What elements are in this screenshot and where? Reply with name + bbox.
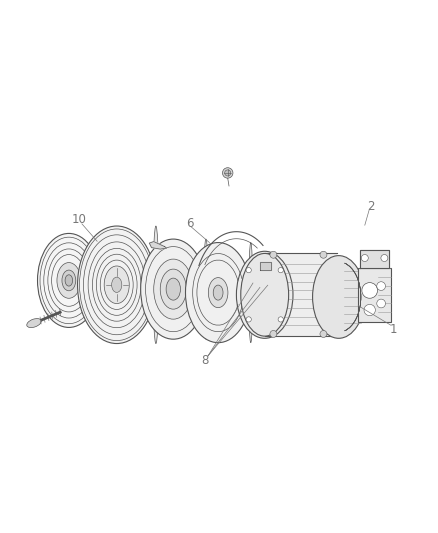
Circle shape	[361, 255, 368, 262]
Ellipse shape	[270, 279, 281, 297]
Ellipse shape	[313, 256, 365, 338]
Ellipse shape	[208, 278, 228, 308]
Ellipse shape	[154, 259, 193, 319]
Ellipse shape	[62, 270, 76, 291]
Ellipse shape	[204, 239, 208, 339]
Circle shape	[362, 282, 378, 298]
Circle shape	[246, 317, 251, 322]
Circle shape	[225, 170, 231, 176]
Polygon shape	[360, 250, 389, 268]
Ellipse shape	[249, 281, 257, 293]
Ellipse shape	[38, 233, 100, 327]
Ellipse shape	[241, 254, 289, 336]
Ellipse shape	[272, 284, 279, 293]
Text: 10: 10	[71, 213, 86, 226]
Ellipse shape	[153, 226, 159, 344]
Text: 8: 8	[201, 353, 209, 367]
Polygon shape	[260, 262, 271, 270]
Ellipse shape	[185, 243, 251, 343]
Ellipse shape	[262, 285, 268, 296]
Ellipse shape	[259, 281, 271, 300]
Text: 6: 6	[186, 217, 193, 230]
Ellipse shape	[57, 263, 81, 298]
FancyBboxPatch shape	[358, 268, 391, 322]
Ellipse shape	[98, 233, 102, 327]
Ellipse shape	[249, 243, 253, 343]
Circle shape	[364, 304, 375, 316]
Circle shape	[377, 299, 385, 308]
Ellipse shape	[166, 278, 180, 300]
Circle shape	[381, 255, 388, 262]
Ellipse shape	[112, 277, 122, 293]
Ellipse shape	[78, 226, 156, 344]
Circle shape	[278, 268, 283, 273]
Circle shape	[278, 317, 283, 322]
Ellipse shape	[65, 275, 73, 286]
Ellipse shape	[104, 266, 129, 304]
Circle shape	[223, 168, 233, 178]
Text: 1: 1	[389, 323, 397, 336]
Text: 2: 2	[367, 200, 374, 213]
Ellipse shape	[213, 285, 223, 300]
Circle shape	[270, 251, 277, 258]
Ellipse shape	[27, 319, 41, 328]
Circle shape	[320, 330, 327, 337]
Circle shape	[246, 268, 251, 273]
FancyBboxPatch shape	[265, 254, 336, 336]
Ellipse shape	[237, 251, 293, 338]
Polygon shape	[149, 241, 167, 249]
Circle shape	[270, 330, 277, 337]
Ellipse shape	[160, 269, 186, 309]
Ellipse shape	[141, 239, 206, 339]
Ellipse shape	[246, 276, 260, 298]
Circle shape	[377, 282, 385, 290]
Circle shape	[320, 251, 327, 258]
